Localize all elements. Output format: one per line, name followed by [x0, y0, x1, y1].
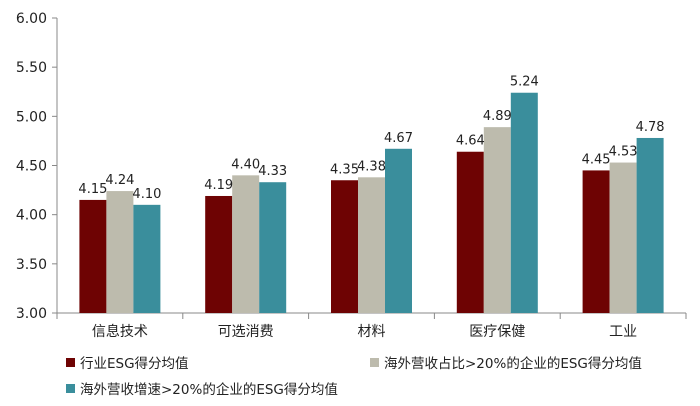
y-tick-label: 5.50 — [16, 60, 47, 76]
data-label: 4.15 — [78, 182, 107, 197]
data-labels: 4.154.244.10 4.19 4.404.33 4.354.38 4.67 4.64… — [78, 75, 664, 202]
data-label: 4.33 — [258, 164, 287, 179]
data-label: 4.35 — [330, 162, 359, 177]
data-label: 4.53 — [609, 145, 638, 160]
x-axis: 信息技术 可选消费 材料 医疗保健 工业 — [56, 312, 687, 340]
bar — [456, 151, 484, 313]
bar — [331, 180, 358, 313]
y-tick-label: 4.50 — [16, 159, 47, 175]
bar — [385, 148, 412, 313]
data-label: 4.78 — [636, 120, 665, 135]
bar — [582, 170, 610, 313]
y-tick-label: 5.00 — [16, 109, 47, 125]
legend-label: 行业ESG得分均值 — [80, 355, 189, 372]
bar — [232, 175, 260, 313]
legend-swatch — [370, 358, 379, 367]
bar — [133, 204, 161, 313]
data-label: 4.40 — [231, 157, 260, 172]
bar — [510, 92, 538, 313]
bars — [79, 92, 664, 314]
legend-swatch — [66, 358, 75, 367]
bar — [106, 191, 134, 313]
data-label: 4.67 — [384, 131, 413, 146]
bar — [483, 127, 511, 314]
y-axis: 3.00 3.50 4.00 4.50 5.00 5.50 6.00 — [16, 11, 58, 322]
data-label: 4.38 — [357, 159, 386, 174]
bar — [79, 199, 107, 313]
data-label: 4.24 — [105, 173, 134, 188]
x-category-label: 可选消费 — [218, 324, 274, 340]
legend-swatch — [66, 384, 75, 393]
bar — [259, 182, 287, 313]
x-category-label: 材料 — [358, 324, 386, 340]
data-label: 5.24 — [510, 75, 539, 90]
y-tick-label: 4.00 — [16, 208, 47, 224]
bar — [636, 137, 664, 313]
bar — [609, 162, 637, 313]
bar — [358, 177, 385, 313]
data-label: 4.89 — [483, 109, 512, 124]
bar — [205, 195, 233, 313]
data-label: 4.64 — [456, 134, 485, 149]
x-category-label: 医疗保健 — [469, 324, 525, 340]
y-tick-label: 3.00 — [16, 306, 47, 322]
legend: 行业ESG得分均值 海外营收占比>20%的企业的ESG得分均值海外营收增速>20%… — [66, 355, 642, 398]
x-category-label: 信息技术 — [92, 323, 148, 340]
legend-label: 海外营收增速>20%的企业的ESG得分均值 — [80, 381, 338, 398]
legend-label: 海外营收占比>20%的企业的ESG得分均值 — [384, 355, 642, 372]
y-tick-label: 6.00 — [16, 11, 47, 27]
y-tick-label: 3.50 — [16, 257, 47, 273]
data-label: 4.19 — [204, 178, 233, 193]
data-label: 4.10 — [132, 187, 161, 202]
x-category-label: 工业 — [609, 324, 637, 340]
data-label: 4.45 — [582, 152, 611, 167]
